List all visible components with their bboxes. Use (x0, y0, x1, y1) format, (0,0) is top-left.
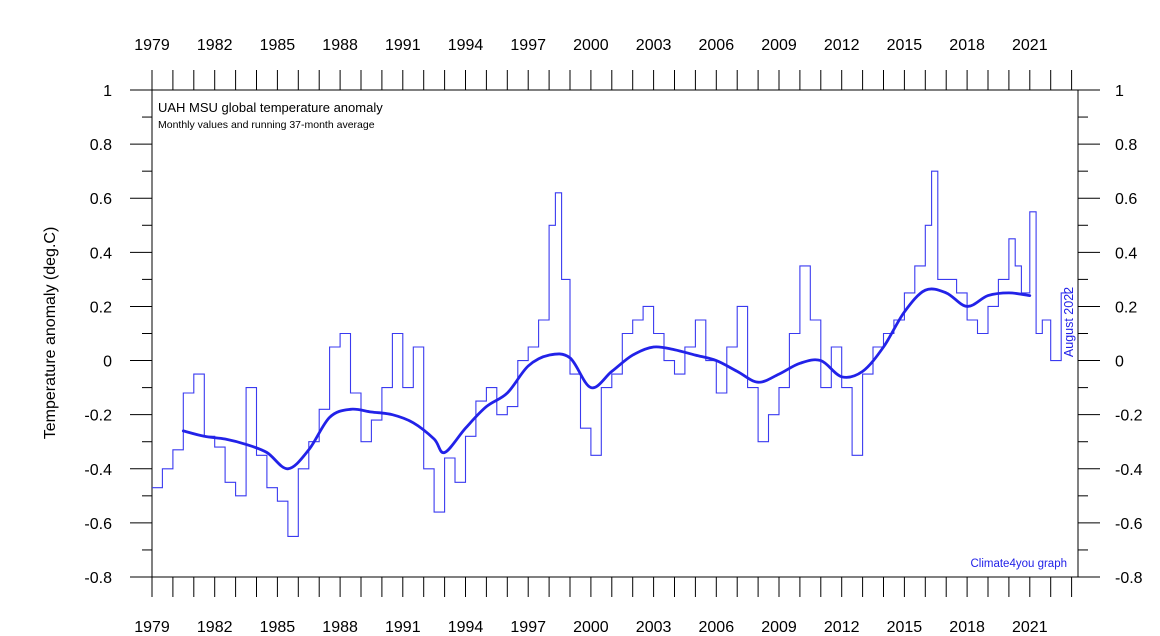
x-tick-label-bottom: 1997 (510, 619, 546, 636)
x-tick-label-top: 1979 (134, 37, 170, 54)
axes-group: -0.8 -0.8 -0.6 -0.6 -0.4 -0.4 -0.2 -0.2 0 0 0.2 0.2… (84, 37, 1142, 636)
x-tick-label-top: 1988 (322, 37, 358, 54)
x-tick-label-top: 1982 (197, 37, 233, 54)
y-tick-label-left: -0.8 (84, 570, 112, 587)
x-tick-label-bottom: 1985 (260, 619, 296, 636)
y-tick-label-right: -0.6 (1115, 516, 1143, 533)
chart-subtitle: Monthly values and running 37-month aver… (158, 119, 375, 131)
x-tick-label-bottom: 2003 (636, 619, 672, 636)
y-tick-label-right: -0.8 (1115, 570, 1143, 587)
y-tick-label-left: 1 (103, 83, 112, 100)
y-axis-label: Temperature anomaly (deg.C) (42, 227, 59, 440)
monthly-values-line (152, 170, 1072, 537)
x-tick-label-bottom: 2018 (949, 619, 985, 636)
y-tick-label-left: 0.4 (90, 245, 112, 262)
y-tick-label-right: -0.4 (1115, 462, 1143, 479)
y-tick-label-right: 0.8 (1115, 137, 1137, 154)
x-tick-label-bottom: 1982 (197, 619, 233, 636)
x-tick-label-top: 1985 (260, 37, 296, 54)
y-tick-label-right: 0.6 (1115, 191, 1137, 208)
labels-group: UAH MSU global temperature anomaly Month… (42, 100, 1076, 570)
x-tick-label-top: 2018 (949, 37, 985, 54)
credit-label: Climate4you graph (970, 558, 1067, 570)
x-tick-label-top: 2021 (1012, 37, 1048, 54)
monthly-values-series (152, 170, 1072, 537)
running-average-line (181, 287, 1032, 471)
x-tick-label-top: 2000 (573, 37, 609, 54)
x-tick-label-bottom: 2009 (761, 619, 797, 636)
y-tick-label-left: -0.4 (84, 462, 112, 479)
y-tick-label-left: 0.6 (90, 191, 112, 208)
y-tick-label-right: 0.2 (1115, 299, 1137, 316)
x-tick-label-bottom: 2015 (887, 619, 923, 636)
x-tick-label-top: 2012 (824, 37, 860, 54)
x-tick-label-bottom: 2012 (824, 619, 860, 636)
x-tick-label-top: 2006 (699, 37, 735, 54)
x-tick-label-top: 1997 (510, 37, 546, 54)
y-tick-label-left: 0.8 (90, 137, 112, 154)
x-tick-label-top: 2003 (636, 37, 672, 54)
x-tick-label-bottom: 1988 (322, 619, 358, 636)
y-tick-label-left: -0.6 (84, 516, 112, 533)
y-tick-label-left: 0 (103, 354, 112, 371)
x-tick-label-top: 2015 (887, 37, 923, 54)
chart-title: UAH MSU global temperature anomaly (158, 100, 383, 115)
y-tick-label-right: 1 (1115, 83, 1124, 100)
x-tick-label-top: 1994 (448, 37, 484, 54)
date-stamp: August 2022 (1062, 287, 1076, 357)
y-tick-label-left: -0.2 (84, 408, 112, 425)
x-tick-label-top: 1991 (385, 37, 421, 54)
plot-frame (151, 89, 1079, 578)
x-tick-label-bottom: 2000 (573, 619, 609, 636)
y-tick-label-right: 0 (1115, 354, 1124, 371)
x-tick-label-bottom: 2021 (1012, 619, 1048, 636)
x-tick-label-bottom: 1994 (448, 619, 484, 636)
y-tick-label-left: 0.2 (90, 299, 112, 316)
x-tick-label-top: 2009 (761, 37, 797, 54)
y-tick-label-right: 0.4 (1115, 245, 1137, 262)
x-tick-label-bottom: 1991 (385, 619, 421, 636)
y-tick-label-right: -0.2 (1115, 408, 1143, 425)
x-tick-label-bottom: 2006 (699, 619, 735, 636)
running-average-series (181, 287, 1032, 471)
x-tick-label-bottom: 1979 (134, 619, 170, 636)
